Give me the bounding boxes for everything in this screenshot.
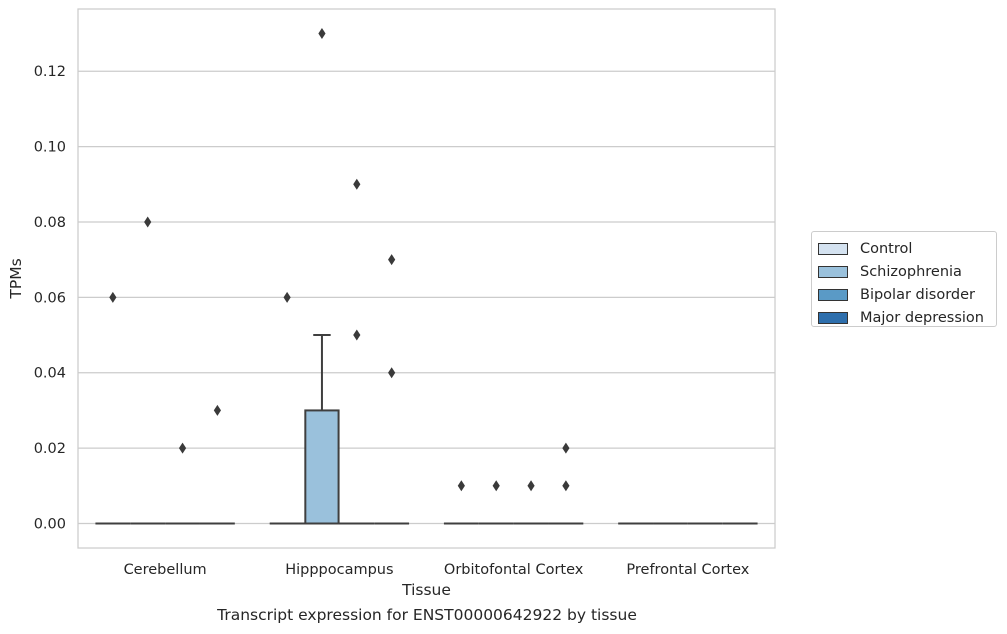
gridlines (78, 70, 775, 525)
outlier-point (562, 480, 570, 492)
box (95, 291, 131, 525)
outlier-point (527, 480, 535, 492)
legend: Control Schizophrenia Bipolar disorder Majo… (811, 231, 997, 327)
box-body (304, 409, 340, 525)
y-axis-label: TPMs (7, 258, 25, 299)
legend-swatch (818, 288, 848, 301)
box (339, 178, 375, 525)
x-tick-label: Orbitofontal Cortex (444, 562, 584, 578)
x-tick-label: Hipppocampus (285, 562, 393, 578)
y-tick-label: 0.06 (34, 290, 66, 306)
outlier-point (353, 329, 361, 341)
outlier-point (353, 178, 361, 190)
outlier-point (283, 291, 291, 303)
outlier-point (144, 216, 152, 228)
outlier-point (457, 480, 465, 492)
box (374, 254, 410, 525)
legend-label: Control (860, 240, 913, 257)
outlier-point (178, 442, 187, 454)
box (513, 480, 549, 525)
x-tick-label: Prefrontal Cortex (626, 562, 749, 578)
x-tick-label: Cerebellum (124, 562, 207, 578)
x-axis-ticks: Cerebellum Hipppocampus Orbitofontal Corte… (124, 562, 750, 578)
legend-item: Bipolar disorder (818, 283, 996, 306)
series-schizophrenia (130, 28, 688, 525)
outlier-point (213, 404, 221, 416)
chart-caption: Transcript expression for ENST0000064292… (217, 606, 637, 624)
legend-label: Schizophrenia (860, 263, 962, 280)
plot-frame (77, 8, 776, 549)
outlier-point (492, 480, 500, 492)
box (548, 442, 584, 525)
box (304, 28, 340, 525)
outlier-point (388, 367, 396, 379)
legend-label: Bipolar disorder (860, 286, 975, 303)
outlier-point (562, 442, 570, 454)
box (130, 216, 166, 525)
box (269, 291, 305, 525)
box (199, 404, 235, 525)
x-axis-label: Tissue (401, 581, 451, 599)
y-tick-label: 0.08 (34, 215, 66, 231)
legend-swatch (818, 311, 848, 324)
box (443, 480, 479, 525)
series-control (95, 291, 654, 525)
box (478, 480, 514, 525)
outlier-point (318, 28, 326, 39)
legend-item: Major depression (818, 306, 996, 329)
outlier-point (388, 254, 396, 266)
y-tick-label: 0.10 (34, 140, 66, 156)
legend-label: Major depression (860, 309, 984, 326)
series-major-depression (199, 254, 758, 525)
y-tick-label: 0.04 (34, 366, 66, 382)
outlier-point (109, 291, 117, 303)
legend-item: Schizophrenia (818, 260, 996, 283)
series-bipolar-disorder (165, 178, 723, 525)
box-series (95, 28, 758, 525)
legend-swatch (818, 242, 848, 255)
legend-swatch (818, 265, 848, 278)
legend-item: Control (818, 237, 996, 260)
y-tick-label: 0.02 (34, 441, 66, 457)
y-tick-label: 0.00 (34, 517, 66, 533)
box (165, 442, 200, 525)
y-tick-label: 0.12 (34, 64, 66, 80)
y-axis-ticks: 0.00 0.02 0.04 0.06 0.08 0.10 0.12 (34, 64, 66, 532)
